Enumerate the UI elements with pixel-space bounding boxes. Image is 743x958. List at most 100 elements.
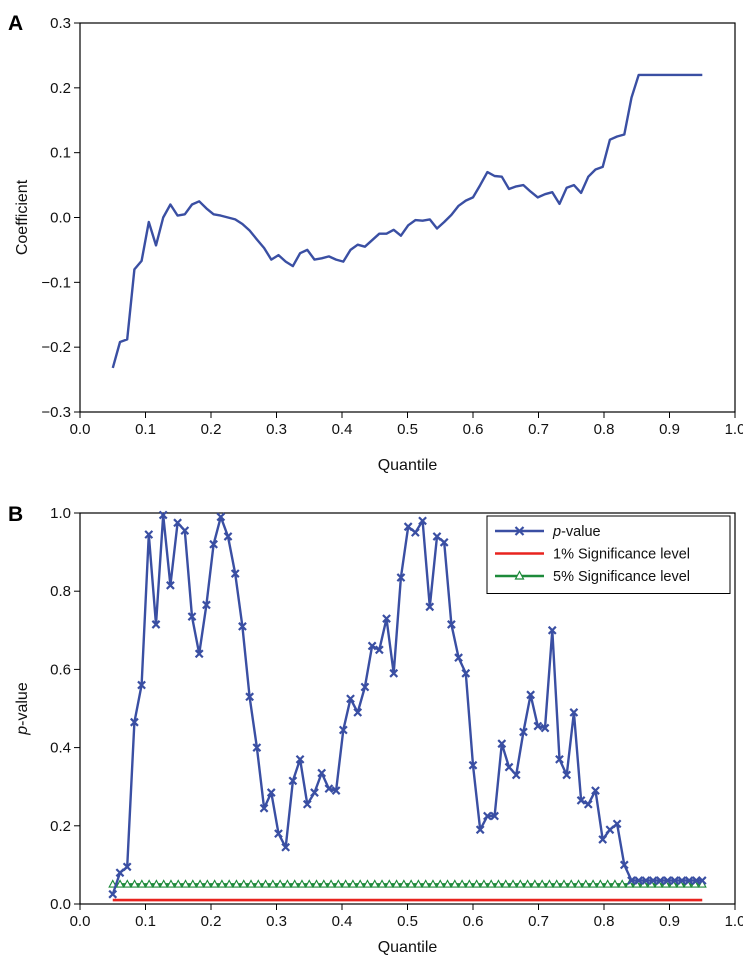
sig-5pct-marker	[457, 879, 467, 888]
legend-label: 1% Significance level	[553, 547, 690, 563]
legend-label-rest: 1% Significance level	[553, 547, 690, 563]
p-value-marker	[166, 580, 175, 590]
p-value-marker	[122, 862, 132, 872]
p-value-marker	[619, 860, 629, 870]
sig-5pct-marker	[261, 879, 271, 888]
sig-5pct-marker	[159, 879, 169, 888]
x-tick-label: 0.0	[70, 421, 91, 438]
x-tick-label: 0.0	[70, 913, 91, 930]
sig-5pct-marker	[362, 879, 372, 888]
sig-5pct-marker	[377, 879, 387, 888]
panel-b-y-axis-title: p-value	[14, 682, 31, 736]
sig-5pct-marker	[253, 879, 263, 888]
p-value-marker	[697, 876, 707, 885]
p-value-marker	[511, 770, 521, 780]
legend-marker-triangle	[514, 570, 525, 580]
p-value-marker	[144, 530, 154, 539]
sig-5pct-marker	[508, 879, 518, 888]
y-tick-label: 0.0	[50, 896, 71, 913]
p-value-marker	[108, 889, 118, 899]
sig-5pct-marker	[486, 879, 496, 888]
sig-5pct-marker	[246, 879, 256, 888]
p-value-marker	[158, 510, 168, 520]
y-tick-label: 0.0	[50, 210, 71, 227]
p-value-marker	[230, 569, 240, 578]
sig-5pct-marker	[333, 879, 343, 888]
sig-5pct-marker	[501, 879, 511, 888]
panel-b-legend: p-value 1% Significance level 5% Significa…	[486, 515, 731, 594]
panel-a-series	[111, 73, 703, 369]
sig-5pct-marker	[137, 879, 147, 888]
sig-5pct-marker	[319, 879, 329, 888]
sig-5pct-marker	[544, 879, 554, 888]
y-tick-label: −0.3	[41, 404, 71, 421]
p-value-marker	[504, 762, 514, 772]
panel-a-x-axis-title: Quantile	[378, 457, 438, 474]
legend-marker-x	[514, 526, 525, 536]
y-tick-label: 0.3	[50, 15, 71, 32]
legend-label-italic: p	[552, 524, 561, 540]
p-value-marker	[410, 528, 420, 537]
p-value-marker	[655, 876, 665, 885]
p-value-marker	[663, 876, 672, 885]
sig-5pct-marker	[413, 879, 423, 888]
sig-5pct-marker	[566, 879, 576, 888]
p-value-marker	[454, 653, 463, 663]
p-value-marker	[439, 537, 449, 547]
p-value-marker	[576, 796, 586, 805]
x-tick-label: 0.8	[594, 913, 615, 930]
x-tick-label: 1.0	[725, 913, 743, 930]
sig-5pct-marker	[282, 879, 292, 888]
p-value-marker	[519, 727, 528, 737]
p-value-marker	[202, 600, 211, 610]
y-tick-label: −0.1	[41, 274, 71, 291]
p-value-marker	[490, 811, 499, 821]
panel-a-y-axis-title: Coefficient	[14, 179, 31, 255]
p-value-marker	[497, 739, 507, 749]
p-value-marker	[670, 876, 680, 885]
panel-a-chart: A 0.0 0.1 0.2 0.3 0.4 0.5 0.6 0.7 0.8 0.9 1.0 −0.3 −…	[8, 12, 743, 474]
p-value-marker	[374, 645, 384, 655]
p-value-marker	[382, 614, 391, 623]
p-value-marker	[259, 803, 269, 813]
p-value-marker	[360, 682, 370, 692]
sig-5pct-marker	[355, 879, 365, 888]
p-value-marker	[540, 723, 550, 733]
p-value-marker	[238, 622, 247, 631]
p-value-marker	[288, 776, 298, 786]
p-value-marker	[425, 602, 435, 612]
y-tick-label: 0.6	[50, 661, 71, 678]
p-value-marker	[180, 526, 190, 535]
p-value-marker	[598, 835, 608, 844]
sig-5pct-marker	[479, 879, 489, 888]
x-tick-label: 1.0	[725, 421, 743, 438]
x-tick-label: 0.9	[659, 421, 680, 438]
x-tick-label: 0.8	[594, 421, 615, 438]
panel-b-ticks: 0.0 0.1 0.2 0.3 0.4 0.5 0.6 0.7 0.8 0.9 1.0 0.0 0.2 0…	[50, 505, 743, 930]
sig-5pct-marker	[428, 879, 438, 888]
sig-5pct-marker	[268, 879, 278, 888]
sig-5pct-marker	[574, 879, 584, 888]
p-value-marker	[403, 522, 413, 532]
p-value-marker	[418, 516, 427, 526]
p-value-marker	[432, 532, 442, 541]
p-value-marker	[612, 819, 622, 829]
sig-5pct-marker	[217, 879, 227, 888]
p-value-marker	[353, 708, 363, 717]
sig-5pct-marker	[231, 879, 241, 888]
p-value-marker	[684, 876, 694, 885]
sig-5pct-marker	[130, 879, 140, 888]
p-value-marker	[641, 876, 651, 885]
p-value-marker	[634, 876, 644, 885]
p-value-marker	[627, 876, 636, 885]
sig-5pct-marker	[239, 879, 249, 888]
legend-label: 5% Significance level	[553, 569, 690, 585]
p-value-marker	[274, 829, 283, 838]
sig-5pct-marker	[195, 879, 205, 888]
sig-5pct-marker	[610, 879, 620, 888]
p-value-marker	[266, 788, 276, 797]
p-value-marker	[295, 754, 305, 764]
sig-5pct-marker	[603, 879, 613, 888]
p-value-marker	[331, 786, 341, 795]
